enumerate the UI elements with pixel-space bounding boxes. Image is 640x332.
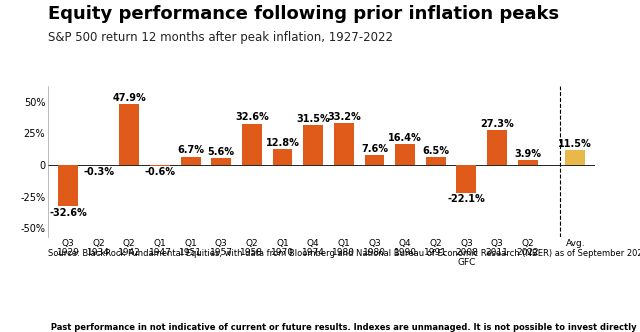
Bar [58, 165, 78, 207]
Bar [456, 165, 476, 193]
Text: Source: BlackRock Fundamental Equities, with data from Bloomberg and National Bu: Source: BlackRock Fundamental Equities, … [48, 249, 640, 258]
Text: 11.5%: 11.5% [558, 139, 592, 149]
Bar [426, 157, 445, 165]
Text: 6.7%: 6.7% [177, 145, 204, 155]
Text: -32.6%: -32.6% [49, 208, 87, 218]
Bar [211, 158, 231, 165]
Text: 3.9%: 3.9% [515, 149, 541, 159]
Bar [180, 156, 200, 165]
Text: 6.5%: 6.5% [422, 145, 449, 155]
Text: 27.3%: 27.3% [480, 119, 514, 129]
Bar [487, 130, 507, 165]
Text: 16.4%: 16.4% [388, 133, 422, 143]
Text: 47.9%: 47.9% [113, 93, 146, 103]
Bar [365, 155, 385, 165]
Text: Past performance in not indicative of current or future results. Indexes are unm: Past performance in not indicative of cu… [48, 323, 640, 332]
Bar [273, 149, 292, 165]
Bar [334, 123, 354, 165]
Text: -0.6%: -0.6% [145, 167, 175, 177]
Bar [242, 124, 262, 165]
Bar [119, 104, 140, 165]
Bar [150, 165, 170, 166]
Bar [395, 144, 415, 165]
Text: -22.1%: -22.1% [447, 194, 485, 205]
Text: 7.6%: 7.6% [361, 144, 388, 154]
Text: -0.3%: -0.3% [83, 167, 114, 177]
Text: Equity performance following prior inflation peaks: Equity performance following prior infla… [48, 5, 559, 23]
Bar [303, 125, 323, 165]
Text: 12.8%: 12.8% [266, 137, 300, 147]
Text: S&P 500 return 12 months after peak inflation, 1927-2022: S&P 500 return 12 months after peak infl… [48, 31, 393, 43]
Text: 32.6%: 32.6% [235, 112, 269, 123]
Bar [518, 160, 538, 165]
Text: 5.6%: 5.6% [208, 147, 235, 157]
Text: 33.2%: 33.2% [327, 112, 361, 122]
Bar [565, 150, 585, 165]
Text: 31.5%: 31.5% [296, 114, 330, 124]
